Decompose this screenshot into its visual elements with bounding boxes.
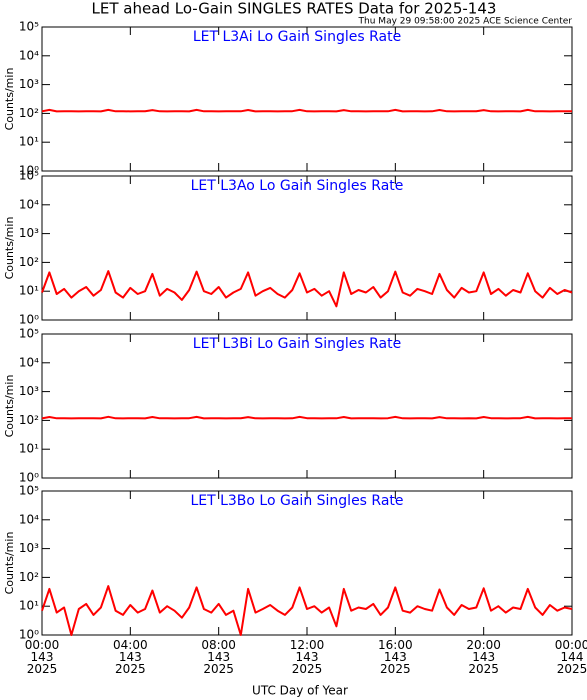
panel-frame (41, 333, 573, 479)
panel-frame (41, 26, 573, 172)
x-tick-label: 08:00 143 2025 (201, 638, 236, 676)
x-tick-label: 16:00 143 2025 (378, 638, 413, 676)
y-tick-label: 10⁰ (19, 628, 39, 642)
x-tick-label: 00:00 144 2025 (554, 638, 587, 676)
panel-title: LET L3Bo Lo Gain Singles Rate (190, 493, 403, 509)
chart-subtitle: Thu May 29 09:58:00 2025 ACE Science Cen… (358, 17, 573, 27)
y-tick-label: 10¹ (19, 284, 39, 298)
y-tick-label: 10⁴ (19, 48, 39, 62)
y-axis-label: Counts/min (3, 217, 16, 280)
y-tick-label: 10² (19, 255, 39, 269)
data-line (41, 585, 573, 636)
y-tick-label: 10⁵ (19, 20, 39, 34)
y-tick-label: 10² (19, 570, 39, 584)
x-tick-label: 20:00 143 2025 (466, 638, 501, 676)
y-tick-label: 10¹ (19, 599, 39, 613)
x-tick-label: 12:00 143 2025 (289, 638, 325, 676)
y-tick-label: 10⁰ (19, 313, 39, 327)
y-tick-label: 10⁰ (19, 164, 39, 178)
chart-title: LET ahead Lo-Gain SINGLES RATES Data for… (92, 0, 497, 18)
y-tick-label: 10⁵ (19, 169, 39, 183)
y-axis-label: Counts/min (3, 68, 16, 131)
data-line (41, 415, 573, 420)
y-tick-label: 10³ (19, 77, 39, 91)
x-axis-label: UTC Day of Year (252, 684, 348, 698)
y-tick-label: 10⁰ (19, 471, 39, 485)
y-tick-label: 10² (19, 413, 39, 427)
x-tick-label: 04:00 143 2025 (113, 638, 148, 676)
y-tick-label: 10⁴ (19, 355, 39, 369)
x-tick-label: 00:00 143 2025 (24, 638, 60, 676)
y-axis-label: Counts/min (3, 532, 16, 595)
y-tick-label: 10³ (19, 384, 39, 398)
data-line (41, 108, 573, 113)
y-tick-label: 10³ (19, 541, 39, 555)
data-line (41, 270, 573, 308)
y-tick-label: 10² (19, 106, 39, 120)
y-axis-label: Counts/min (3, 375, 16, 438)
panel-title: LET L3Ao Lo Gain Singles Rate (191, 178, 404, 194)
panel-title: LET L3Ai Lo Gain Singles Rate (193, 29, 401, 45)
y-tick-label: 10¹ (19, 442, 39, 456)
y-tick-label: 10³ (19, 226, 39, 240)
y-tick-label: 10⁵ (19, 327, 39, 341)
y-tick-label: 10¹ (19, 135, 39, 149)
panel-title: LET L3Bi Lo Gain Singles Rate (193, 336, 401, 352)
y-tick-label: 10⁴ (19, 197, 39, 211)
panel-frame (41, 175, 573, 321)
y-tick-label: 10⁴ (19, 512, 39, 526)
y-tick-label: 10⁵ (19, 484, 39, 498)
